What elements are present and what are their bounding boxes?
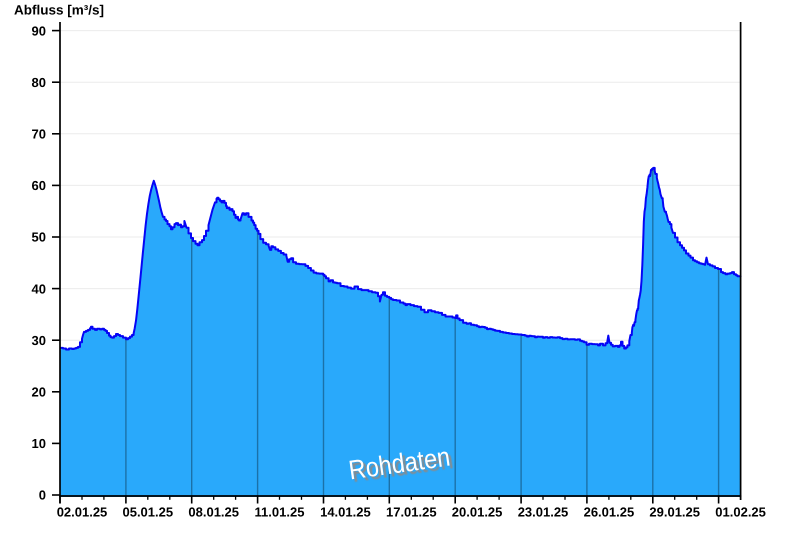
svg-text:70: 70 [32, 127, 46, 142]
svg-text:60: 60 [32, 178, 46, 193]
svg-text:17.01.25: 17.01.25 [386, 505, 437, 520]
svg-text:02.01.25: 02.01.25 [57, 505, 108, 520]
svg-text:10: 10 [32, 436, 46, 451]
svg-text:11.01.25: 11.01.25 [255, 505, 305, 520]
svg-text:14.01.25: 14.01.25 [320, 505, 371, 520]
svg-text:01.02.25: 01.02.25 [715, 505, 766, 520]
svg-text:20: 20 [32, 385, 46, 400]
svg-text:0: 0 [39, 488, 46, 503]
svg-text:26.01.25: 26.01.25 [584, 505, 635, 520]
svg-text:08.01.25: 08.01.25 [188, 505, 239, 520]
svg-text:50: 50 [32, 230, 46, 245]
svg-text:05.01.25: 05.01.25 [122, 505, 173, 520]
svg-text:30: 30 [32, 333, 46, 348]
svg-text:Abfluss [m³/s]: Abfluss [m³/s] [14, 3, 104, 18]
svg-text:20.01.25: 20.01.25 [452, 505, 503, 520]
svg-text:29.01.25: 29.01.25 [649, 505, 700, 520]
svg-text:90: 90 [32, 23, 46, 38]
svg-text:40: 40 [32, 281, 46, 296]
svg-text:23.01.25: 23.01.25 [518, 505, 569, 520]
svg-text:80: 80 [32, 75, 46, 90]
